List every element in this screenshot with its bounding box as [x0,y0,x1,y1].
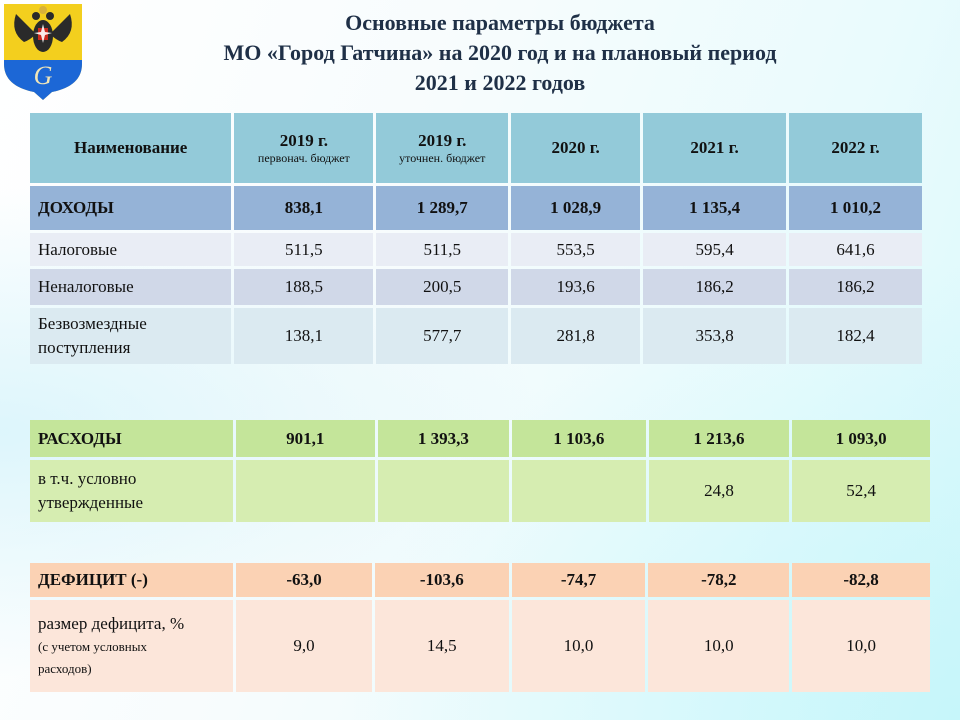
cell-value: 1 093,0 [792,420,930,457]
cell-value: 10,0 [792,600,930,692]
cell-value: 641,6 [789,233,922,266]
header-col-2021: 2021 г. [643,113,787,183]
cell-value: -103,6 [374,563,509,597]
cell-value: -74,7 [511,563,646,597]
cell-value: 193,6 [511,269,641,305]
cell-value [377,460,510,522]
cell-value: 511,5 [376,233,509,266]
expenses-table: РАСХОДЫ 901,1 1 393,3 1 103,6 1 213,6 1 … [27,417,933,525]
header-col-2019-revised: 2019 г. уточнен. бюджет [376,113,509,183]
cell-value: 52,4 [792,460,930,522]
gatchina-coat-of-arms-icon: G [4,4,82,100]
page-title: Основные параметры бюджета МО «Город Гат… [140,8,860,98]
cell-value: 838,1 [234,186,374,230]
cell-value: 1 103,6 [512,420,646,457]
cell-value: 1 135,4 [643,186,787,230]
row-label: ДОХОДЫ [30,186,232,230]
cell-value: 186,2 [643,269,787,305]
cell-value: 901,1 [235,420,375,457]
table-row: в т.ч. условно утвержденные 24,8 52,4 [30,460,930,522]
table-header-row: Наименование 2019 г. первонач. бюджет 20… [30,113,922,183]
cell-value: 10,0 [511,600,646,692]
table-row: Налоговые 511,5 511,5 553,5 595,4 641,6 [30,233,922,266]
title-line-1: Основные параметры бюджета [345,10,655,35]
table-row: размер дефицита, % (с учетом условных ра… [30,600,930,692]
cell-value: 14,5 [374,600,509,692]
income-table: Наименование 2019 г. первонач. бюджет 20… [27,110,925,367]
cell-value: 10,0 [648,600,790,692]
cell-value: 511,5 [234,233,374,266]
header-name: Наименование [30,113,232,183]
cell-value: 1 213,6 [648,420,790,457]
row-label: Неналоговые [30,269,232,305]
cell-value: 553,5 [511,233,641,266]
row-label: Безвозмездные поступления [30,308,232,364]
cell-value [235,460,375,522]
cell-value: 353,8 [643,308,787,364]
cell-value: 1 010,2 [789,186,922,230]
title-line-2: МО «Город Гатчина» на 2020 год и на план… [223,40,777,65]
row-label: в т.ч. условно утвержденные [30,460,233,522]
deficit-table: ДЕФИЦИТ (-) -63,0 -103,6 -74,7 -78,2 -82… [27,560,933,695]
row-label: ДЕФИЦИТ (-) [30,563,234,597]
title-line-3: 2021 и 2022 годов [414,70,586,95]
cell-value: 1 289,7 [376,186,509,230]
deficit-total-row: ДЕФИЦИТ (-) -63,0 -103,6 -74,7 -78,2 -82… [30,563,930,597]
cell-value: 182,4 [789,308,922,364]
header-col-2020: 2020 г. [511,113,641,183]
cell-value: 281,8 [511,308,641,364]
cell-value: 186,2 [789,269,922,305]
cell-value: 188,5 [234,269,374,305]
svg-text:G: G [34,61,53,90]
header-col-2019-initial: 2019 г. первонач. бюджет [234,113,374,183]
expenses-total-row: РАСХОДЫ 901,1 1 393,3 1 103,6 1 213,6 1 … [30,420,930,457]
cell-value [512,460,646,522]
cell-value: 1 028,9 [511,186,641,230]
cell-value: 138,1 [234,308,374,364]
row-label: размер дефицита, % (с учетом условных ра… [30,600,234,692]
cell-value: 9,0 [236,600,372,692]
income-total-row: ДОХОДЫ 838,1 1 289,7 1 028,9 1 135,4 1 0… [30,186,922,230]
cell-value: 1 393,3 [377,420,510,457]
cell-value: -78,2 [648,563,790,597]
cell-value: 200,5 [376,269,509,305]
table-row: Безвозмездные поступления 138,1 577,7 28… [30,308,922,364]
cell-value: 24,8 [648,460,790,522]
row-label: РАСХОДЫ [30,420,233,457]
cell-value: -82,8 [792,563,930,597]
table-row: Неналоговые 188,5 200,5 193,6 186,2 186,… [30,269,922,305]
row-label: Налоговые [30,233,232,266]
cell-value: 577,7 [376,308,509,364]
cell-value: -63,0 [236,563,372,597]
cell-value: 595,4 [643,233,787,266]
header-col-2022: 2022 г. [789,113,922,183]
